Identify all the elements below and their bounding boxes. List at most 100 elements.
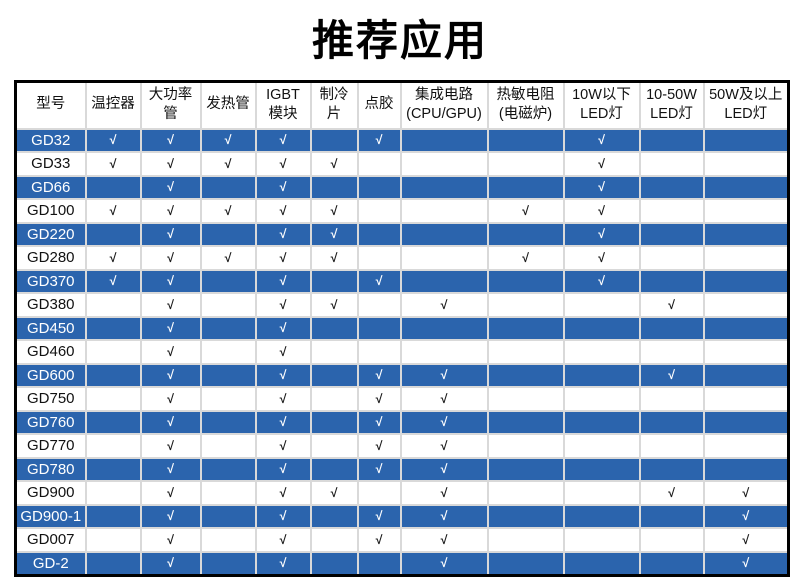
empty-cell [199, 292, 257, 318]
check-cell: √ [638, 292, 705, 318]
empty-cell [638, 339, 705, 365]
column-header: 型号 [14, 80, 87, 130]
empty-cell [702, 174, 790, 200]
check-cell: √ [199, 127, 257, 153]
empty-cell [486, 174, 565, 200]
empty-cell [84, 315, 142, 341]
empty-cell [84, 292, 142, 318]
empty-cell [309, 315, 359, 341]
empty-cell [309, 268, 359, 294]
table-row: GD33 √ √ √ √ √ √ [14, 151, 790, 177]
empty-cell [84, 433, 142, 459]
check-cell: √ [254, 292, 312, 318]
check-cell: √ [254, 386, 312, 412]
model-cell: GD900-1 [14, 503, 87, 529]
check-cell: √ [139, 151, 202, 177]
empty-cell [199, 503, 257, 529]
model-cell: GD780 [14, 456, 87, 482]
empty-cell [702, 386, 790, 412]
check-cell: √ [356, 527, 402, 553]
empty-cell [356, 151, 402, 177]
table-row: GD770 √ √ √ √ [14, 433, 790, 459]
table-row: GD750 √ √ √ √ [14, 386, 790, 412]
model-cell: GD66 [14, 174, 87, 200]
check-cell: √ [486, 245, 565, 271]
model-cell: GD007 [14, 527, 87, 553]
table-row: GD32 √ √ √ √ √ √ [14, 127, 790, 153]
check-cell: √ [84, 268, 142, 294]
empty-cell [486, 503, 565, 529]
header-row: 型号 温控器 大功率管 发热管 IGBT 模块 制冷片 点胶 集成电路 (CPU/GPU) 热敏电阻… [14, 80, 790, 130]
empty-cell [199, 480, 257, 506]
empty-cell [562, 456, 641, 482]
empty-cell [199, 550, 257, 576]
check-cell: √ [356, 409, 402, 435]
check-cell: √ [139, 292, 202, 318]
check-cell: √ [356, 433, 402, 459]
empty-cell [638, 151, 705, 177]
check-cell: √ [84, 198, 142, 224]
check-cell: √ [399, 362, 489, 388]
empty-cell [199, 268, 257, 294]
empty-cell [309, 550, 359, 576]
check-cell: √ [254, 527, 312, 553]
empty-cell [486, 221, 565, 247]
check-cell: √ [254, 433, 312, 459]
empty-cell [638, 127, 705, 153]
model-cell: GD760 [14, 409, 87, 435]
empty-cell [562, 315, 641, 341]
empty-cell [309, 362, 359, 388]
check-cell: √ [486, 198, 565, 224]
empty-cell [638, 550, 705, 576]
check-cell: √ [139, 315, 202, 341]
empty-cell [702, 433, 790, 459]
empty-cell [199, 315, 257, 341]
check-cell: √ [399, 433, 489, 459]
empty-cell [309, 527, 359, 553]
check-cell: √ [254, 174, 312, 200]
empty-cell [638, 503, 705, 529]
empty-cell [702, 198, 790, 224]
table-row: GD220 √ √ √ √ [14, 221, 790, 247]
column-header: 集成电路 (CPU/GPU) [399, 80, 489, 130]
check-cell: √ [139, 480, 202, 506]
model-cell: GD33 [14, 151, 87, 177]
empty-cell [309, 433, 359, 459]
table-row: GD370 √ √ √ √ √ [14, 268, 790, 294]
check-cell: √ [199, 245, 257, 271]
empty-cell [84, 362, 142, 388]
table-row: GD100 √ √ √ √ √ √ √ [14, 198, 790, 224]
recommended-applications-table: 型号 温控器 大功率管 发热管 IGBT 模块 制冷片 点胶 集成电路 (CPU/GPU) 热敏电阻… [14, 80, 790, 577]
empty-cell [84, 527, 142, 553]
empty-cell [702, 151, 790, 177]
check-cell: √ [356, 362, 402, 388]
model-cell: GD460 [14, 339, 87, 365]
check-cell: √ [309, 245, 359, 271]
check-cell: √ [254, 221, 312, 247]
empty-cell [356, 315, 402, 341]
check-cell: √ [399, 503, 489, 529]
check-cell: √ [254, 362, 312, 388]
check-cell: √ [199, 198, 257, 224]
column-header: 10-50W LED灯 [638, 80, 705, 130]
check-cell: √ [399, 480, 489, 506]
model-cell: GD770 [14, 433, 87, 459]
empty-cell [199, 456, 257, 482]
empty-cell [638, 433, 705, 459]
check-cell: √ [638, 480, 705, 506]
empty-cell [702, 409, 790, 435]
empty-cell [562, 527, 641, 553]
check-cell: √ [139, 409, 202, 435]
check-cell: √ [254, 339, 312, 365]
empty-cell [562, 550, 641, 576]
empty-cell [638, 268, 705, 294]
empty-cell [84, 550, 142, 576]
empty-cell [638, 174, 705, 200]
empty-cell [638, 198, 705, 224]
empty-cell [486, 527, 565, 553]
column-header: 大功率管 [139, 80, 202, 130]
empty-cell [356, 480, 402, 506]
empty-cell [562, 362, 641, 388]
check-cell: √ [562, 151, 641, 177]
